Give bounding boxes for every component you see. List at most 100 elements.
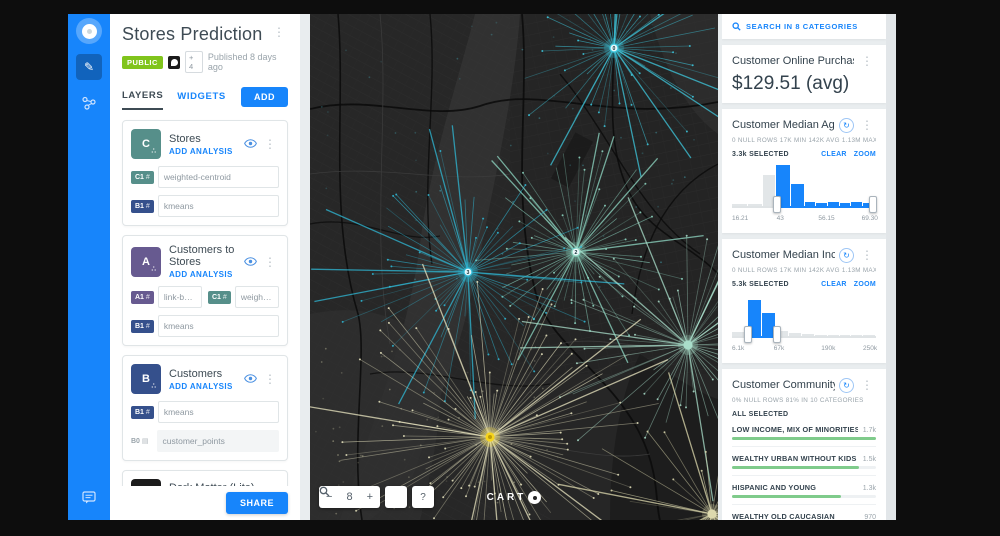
node-value[interactable]: kmeans xyxy=(157,401,279,423)
histogram-chart[interactable] xyxy=(732,164,878,213)
category-item[interactable]: WEALTHY URBAN WITHOUT KIDS 1.5k xyxy=(732,454,876,476)
analysis-node[interactable]: B0 ▤ customer_points xyxy=(131,430,279,452)
spider-hub: 0 xyxy=(524,14,718,178)
widget-sync-icon[interactable]: ↻ xyxy=(839,377,854,393)
add-analysis-link[interactable]: ADD ANALYSIS xyxy=(169,381,233,391)
histogram-bar xyxy=(816,202,828,206)
layer-visibility-toggle[interactable] xyxy=(244,253,257,271)
svg-text:0: 0 xyxy=(613,46,616,52)
analysis-nodes-button[interactable] xyxy=(76,90,102,116)
layer-visibility-toggle[interactable] xyxy=(244,135,257,153)
layer-kebab-menu[interactable]: ⋮ xyxy=(264,137,276,151)
app-sidebar: ✎ xyxy=(68,14,110,520)
layer-card[interactable]: C ∴ Stores ADD ANALYSIS ⋮ C1 # weighted-centro… xyxy=(122,120,288,226)
panel-scroll-gutter[interactable] xyxy=(886,14,896,520)
analysis-node[interactable]: C1 # weighted-centroid xyxy=(131,166,279,188)
widget-title: Customer Community... xyxy=(732,379,835,391)
layer-title: Customers xyxy=(169,367,223,380)
category-value: 1.7k xyxy=(862,427,876,434)
widget-stats: 0 NULL ROWS 17K MIN 142K AVG 1.13M MAX xyxy=(732,267,876,274)
analysis-node[interactable]: A1 # link-by-line xyxy=(131,286,202,308)
pencil-icon: ✎ xyxy=(83,60,95,74)
histogram-bar xyxy=(732,332,747,336)
layer-card[interactable]: A ∴ Customers to Stores ADD ANALYSIS ⋮ A1 # li… xyxy=(122,235,288,346)
clear-filter-link[interactable]: CLEAR xyxy=(821,151,847,158)
range-handle[interactable] xyxy=(772,326,781,343)
range-handle[interactable] xyxy=(869,196,878,213)
category-item[interactable]: HISPANIC AND YOUNG 1.3k xyxy=(732,483,876,505)
histogram-bar xyxy=(776,165,790,206)
carto-attribution-logo: CART xyxy=(310,491,718,504)
collaborators-more[interactable]: + 4 xyxy=(185,51,203,73)
widget-title: Customer Online Purchase... xyxy=(732,55,854,67)
analysis-node[interactable]: B1 # kmeans xyxy=(131,195,279,217)
add-layer-button[interactable]: ADD xyxy=(241,87,288,107)
layer-card[interactable]: Dark Matter (Lite)Basemap xyxy=(122,470,288,486)
category-item[interactable]: LOW INCOME, MIX OF MINORITIES 1.7k xyxy=(732,425,876,447)
layer-title: Customers to Stores xyxy=(169,244,235,268)
add-analysis-link[interactable]: ADD ANALYSIS xyxy=(169,146,233,156)
basemap-thumbnail xyxy=(131,479,161,486)
tab-widgets[interactable]: WIDGETS xyxy=(177,90,226,102)
zoom-filter-link[interactable]: ZOOM xyxy=(853,151,876,158)
layer-kebab-menu[interactable]: ⋮ xyxy=(264,372,276,386)
axis-tick-label: 69.30 xyxy=(861,215,878,222)
share-button[interactable]: SHARE xyxy=(225,492,288,514)
analysis-node[interactable]: B1 # kmeans xyxy=(131,315,279,337)
widget-sync-icon[interactable]: ↻ xyxy=(839,117,854,133)
widgets-panel: SEARCH IN 8 CATEGORIES Customer Online P… xyxy=(722,14,886,520)
analysis-node[interactable]: B1 # kmeans xyxy=(131,401,279,423)
widget-kebab-menu[interactable]: ⋮ xyxy=(861,248,873,262)
node-chip: B1 # xyxy=(131,319,154,333)
search-icon xyxy=(732,22,741,31)
zoom-out-button[interactable]: − xyxy=(326,491,333,503)
spider-hub xyxy=(558,372,718,520)
carto-builder-window: ✎ S xyxy=(68,14,896,520)
widget-kebab-menu[interactable]: ⋮ xyxy=(861,118,873,132)
node-value[interactable]: kmeans xyxy=(157,195,279,217)
collaborator-avatar[interactable] xyxy=(167,55,181,69)
carto-logo-avatar[interactable] xyxy=(76,18,102,44)
histogram-bar xyxy=(761,312,776,336)
search-categories-link[interactable]: SEARCH IN 8 CATEGORIES xyxy=(722,14,886,39)
map-help-button[interactable]: ? xyxy=(412,486,434,508)
zoom-filter-link[interactable]: ZOOM xyxy=(853,281,876,288)
search-icon xyxy=(319,486,330,497)
histogram-bar xyxy=(828,334,839,336)
clear-filter-link[interactable]: CLEAR xyxy=(821,281,847,288)
selected-count: 3.3k SELECTED xyxy=(732,151,789,158)
node-value[interactable]: weighted-centroid xyxy=(157,166,279,188)
histogram-chart[interactable] xyxy=(732,294,876,343)
map-search-button[interactable] xyxy=(319,486,407,508)
tab-layers[interactable]: LAYERS xyxy=(122,90,164,110)
add-analysis-link[interactable]: ADD ANALYSIS xyxy=(169,270,233,279)
node-chip: A1 # xyxy=(131,290,154,304)
zoom-in-button[interactable]: + xyxy=(366,491,373,503)
histogram-bar xyxy=(776,330,789,336)
edit-mode-button[interactable]: ✎ xyxy=(76,54,102,80)
title-kebab-menu[interactable]: ⋮ xyxy=(273,25,285,39)
node-value[interactable]: kmeans xyxy=(157,315,279,337)
layer-kebab-menu[interactable]: ⋮ xyxy=(264,254,276,269)
category-item[interactable]: WEALTHY OLD CAUCASIAN 970 xyxy=(732,512,876,520)
range-handle[interactable] xyxy=(772,196,781,213)
histogram-bar xyxy=(802,334,815,336)
analysis-node[interactable]: C1 # weighted... xyxy=(208,286,279,308)
map-canvas[interactable]: 0 2 3 − 8 + ? CART xyxy=(310,14,718,520)
category-value: 970 xyxy=(864,514,876,520)
widget-sync-icon[interactable]: ↻ xyxy=(839,247,854,263)
feedback-button[interactable] xyxy=(76,484,102,510)
widget-kebab-menu[interactable]: ⋮ xyxy=(861,378,873,392)
layer-visibility-toggle[interactable] xyxy=(244,370,257,388)
histogram-bar xyxy=(839,335,851,336)
range-handle[interactable] xyxy=(743,326,752,343)
node-value[interactable]: link-by-line xyxy=(157,286,202,308)
node-value[interactable]: customer_points xyxy=(156,430,279,452)
panel-tabs: LAYERS WIDGETS ADD xyxy=(110,77,300,112)
node-value[interactable]: weighted... xyxy=(234,286,279,308)
layer-card[interactable]: B ∴ Customers ADD ANALYSIS ⋮ B1 # kmeans B0 ▤ cu… xyxy=(122,355,288,461)
spider-hub: 3 xyxy=(311,125,625,420)
histogram-bar xyxy=(790,184,804,206)
widget-kebab-menu[interactable]: ⋮ xyxy=(861,54,873,68)
